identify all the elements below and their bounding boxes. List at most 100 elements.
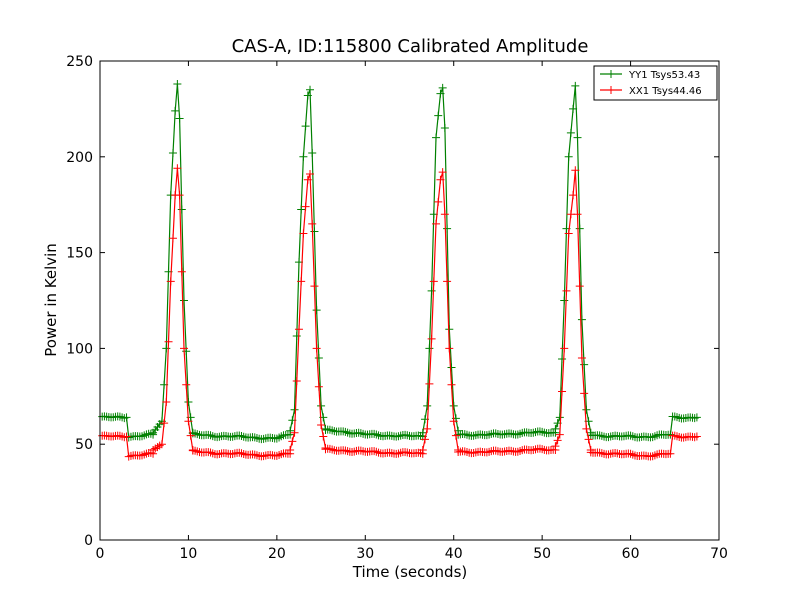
data-point	[551, 424, 560, 433]
data-point	[619, 432, 628, 441]
data-point	[122, 432, 131, 441]
data-point	[206, 448, 215, 457]
data-point	[206, 431, 215, 440]
data-point	[692, 413, 701, 422]
data-point	[259, 452, 268, 461]
data-point	[175, 191, 184, 200]
data-point	[140, 431, 149, 440]
data-point	[597, 431, 606, 440]
data-point	[184, 417, 193, 426]
data-point	[434, 111, 443, 120]
legend-label: XX1 Tsys44.46	[629, 86, 702, 97]
data-point	[500, 447, 509, 456]
data-point	[124, 452, 133, 461]
series-line	[102, 168, 698, 458]
data-point	[250, 433, 259, 442]
data-point	[312, 344, 321, 353]
data-point	[193, 430, 202, 439]
data-point	[312, 306, 321, 315]
data-point	[193, 447, 202, 456]
data-point	[469, 431, 478, 440]
data-point	[571, 166, 580, 175]
data-point	[500, 430, 509, 439]
data-point	[310, 227, 319, 236]
data-point	[650, 451, 659, 460]
data-point	[507, 429, 516, 438]
series-0	[98, 79, 701, 444]
data-point	[666, 449, 675, 458]
data-point	[551, 442, 560, 451]
plot-frame	[99, 60, 720, 541]
data-point	[513, 430, 522, 439]
data-point	[237, 431, 246, 440]
data-point	[228, 449, 237, 458]
x-tick-label: 40	[445, 546, 463, 562]
ticks-layer: 0 10 20 30 40 50 60 70 0 50 100 150 200 250	[66, 54, 728, 562]
y-tick-label: 100	[66, 341, 93, 357]
data-point	[177, 205, 186, 214]
data-point	[569, 191, 578, 200]
data-point	[160, 419, 169, 428]
data-point	[294, 325, 303, 334]
data-point	[372, 447, 381, 456]
data-point	[485, 430, 494, 439]
data-point	[180, 344, 189, 353]
data-point	[582, 424, 591, 433]
data-point	[208, 449, 217, 458]
data-point	[343, 428, 352, 437]
x-tick-label: 70	[710, 546, 728, 562]
data-point	[314, 353, 323, 362]
data-point	[425, 344, 434, 353]
data-point	[252, 433, 261, 442]
data-point	[604, 450, 613, 459]
data-point	[535, 444, 544, 453]
data-point	[403, 431, 412, 440]
data-point	[447, 380, 456, 389]
data-point	[259, 434, 268, 443]
data-point	[451, 431, 460, 440]
data-point	[425, 379, 434, 388]
x-tick-label: 50	[533, 546, 551, 562]
data-point	[447, 363, 456, 372]
data-point	[102, 431, 111, 440]
data-point	[374, 448, 383, 457]
data-point	[301, 122, 310, 131]
data-point	[626, 431, 635, 440]
data-point	[507, 446, 516, 455]
data-point	[328, 426, 337, 435]
data-point	[650, 432, 659, 441]
data-point	[440, 210, 449, 219]
data-point	[597, 449, 606, 458]
data-point	[102, 412, 111, 421]
data-point	[290, 428, 299, 437]
data-point	[564, 229, 573, 238]
legend-label: YY1 Tsys53.43	[628, 70, 700, 81]
data-point	[350, 447, 359, 456]
legend: YY1 Tsys53.43 XX1 Tsys44.46	[593, 65, 718, 101]
data-point	[558, 387, 567, 396]
data-point	[418, 428, 427, 437]
data-point	[356, 446, 365, 455]
data-point	[666, 430, 675, 439]
data-point	[449, 417, 458, 426]
x-tick-label: 10	[180, 546, 198, 562]
y-axis-label: Power in Kelvin	[42, 243, 60, 357]
data-point	[443, 224, 452, 233]
y-tick-label: 200	[66, 150, 93, 166]
data-point	[146, 429, 155, 438]
data-point	[173, 79, 182, 88]
data-point	[538, 445, 547, 454]
data-point	[275, 451, 284, 460]
data-point	[341, 446, 350, 455]
data-point	[215, 432, 224, 441]
data-point	[317, 401, 326, 410]
data-point	[491, 446, 500, 455]
data-point	[308, 219, 317, 228]
y-tick-label: 0	[84, 533, 93, 549]
series-1	[98, 164, 701, 461]
data-point	[529, 445, 538, 454]
data-point	[356, 429, 365, 438]
data-point	[297, 277, 306, 286]
data-point	[306, 85, 315, 94]
data-point	[573, 133, 582, 142]
